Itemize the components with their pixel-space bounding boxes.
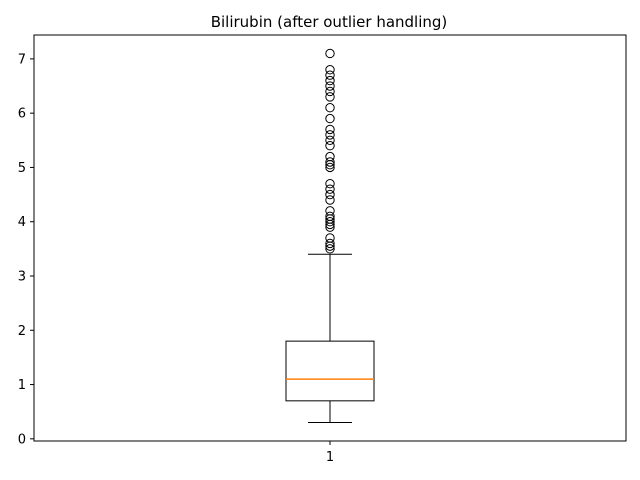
outlier-point — [325, 195, 335, 205]
outlier-point — [325, 130, 335, 140]
outlier-point — [325, 233, 335, 243]
outlier-point — [325, 179, 335, 189]
y-tick-label: 7 — [18, 52, 26, 67]
outlier-point — [325, 211, 335, 221]
outlier-point — [325, 244, 335, 254]
outlier-point — [325, 92, 335, 102]
y-tick-label: 2 — [18, 324, 26, 339]
y-axis: 0 1 2 3 4 5 6 7 — [18, 52, 34, 447]
box-plot — [285, 253, 375, 424]
outlier-point — [325, 48, 335, 59]
plot-frame — [33, 34, 627, 442]
x-axis: 1 — [326, 441, 334, 465]
y-tick-label: 4 — [18, 215, 26, 230]
outlier-point — [325, 75, 335, 86]
outlier-point — [325, 206, 335, 216]
outlier-point — [325, 157, 335, 167]
outlier-point — [325, 217, 335, 227]
outlier-point — [325, 189, 335, 200]
outlier-point — [325, 162, 335, 173]
y-tick-label: 6 — [18, 107, 26, 122]
outlier-point — [325, 124, 335, 135]
y-tick-label: 1 — [18, 378, 26, 393]
y-tick-label: 3 — [18, 269, 26, 284]
chart-title: Bilirubin (after outlier handling) — [211, 13, 448, 31]
outliers — [325, 48, 335, 254]
outlier-point — [325, 65, 335, 75]
outlier-point — [325, 103, 335, 113]
outlier-point — [325, 86, 335, 97]
outlier-point — [325, 70, 335, 80]
y-tick-label: 5 — [18, 161, 26, 176]
outlier-point — [325, 141, 335, 151]
outlier-point — [325, 151, 335, 162]
outlier-point — [325, 135, 335, 145]
outlier-point — [325, 238, 335, 249]
iqr-box — [285, 340, 375, 402]
outlier-point — [325, 113, 335, 124]
outlier-point — [325, 81, 335, 91]
outlier-point — [325, 184, 335, 194]
x-tick-label: 1 — [326, 450, 334, 465]
y-tick-label: 0 — [18, 432, 26, 447]
